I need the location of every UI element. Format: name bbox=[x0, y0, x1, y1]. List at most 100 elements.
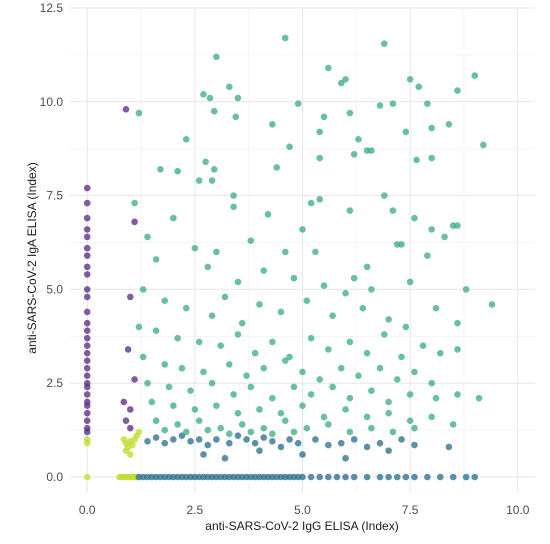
data-point bbox=[290, 383, 298, 391]
data-point bbox=[131, 218, 138, 226]
data-point bbox=[230, 192, 237, 199]
data-point bbox=[480, 141, 487, 149]
data-point bbox=[342, 75, 349, 83]
data-point bbox=[281, 248, 289, 256]
data-point bbox=[411, 424, 418, 432]
data-point bbox=[232, 113, 240, 121]
data-point bbox=[346, 109, 354, 117]
y-tick-label: 12.5 bbox=[40, 1, 64, 15]
data-point bbox=[441, 233, 448, 241]
data-point bbox=[424, 100, 431, 107]
data-point bbox=[83, 286, 91, 293]
data-point bbox=[161, 426, 169, 434]
data-points bbox=[83, 34, 496, 481]
data-point bbox=[234, 278, 242, 286]
data-point bbox=[264, 211, 272, 218]
data-point bbox=[337, 439, 345, 447]
data-point bbox=[124, 346, 132, 353]
y-axis-title: anti-SARS-CoV-2 IgA ELISA (Index) bbox=[25, 162, 39, 353]
data-point bbox=[281, 417, 289, 425]
data-point bbox=[238, 319, 246, 327]
data-point bbox=[385, 473, 392, 481]
y-tick-label: 7.5 bbox=[46, 189, 63, 203]
data-point bbox=[376, 439, 384, 447]
y-tick-label: 5.0 bbox=[46, 282, 63, 296]
data-point bbox=[471, 473, 479, 481]
data-point bbox=[413, 156, 420, 164]
data-point bbox=[247, 237, 255, 244]
data-point bbox=[126, 406, 134, 413]
data-point bbox=[419, 342, 427, 349]
data-point bbox=[346, 428, 354, 436]
data-point bbox=[307, 473, 315, 481]
data-point bbox=[260, 267, 268, 274]
data-point bbox=[428, 124, 435, 132]
data-point bbox=[286, 143, 293, 151]
data-point bbox=[424, 252, 431, 259]
data-point bbox=[204, 263, 212, 271]
data-point bbox=[436, 349, 444, 357]
data-point bbox=[213, 53, 220, 61]
data-point bbox=[286, 353, 293, 361]
data-point bbox=[325, 441, 332, 449]
data-point bbox=[234, 94, 242, 102]
data-point bbox=[385, 398, 392, 406]
data-point bbox=[445, 443, 453, 451]
data-point bbox=[144, 379, 151, 387]
data-point bbox=[488, 301, 496, 308]
data-point bbox=[83, 417, 91, 425]
data-point bbox=[402, 323, 410, 331]
data-point bbox=[83, 357, 91, 364]
data-point bbox=[191, 406, 199, 413]
data-point bbox=[389, 428, 397, 436]
data-point bbox=[83, 473, 91, 481]
data-point bbox=[320, 113, 328, 121]
data-point bbox=[411, 473, 418, 481]
data-point bbox=[290, 274, 298, 282]
data-point bbox=[126, 293, 134, 301]
data-point bbox=[206, 94, 214, 102]
data-point bbox=[312, 248, 319, 256]
data-point bbox=[165, 383, 173, 391]
data-point bbox=[411, 214, 418, 222]
data-point bbox=[307, 199, 315, 207]
data-point bbox=[208, 177, 216, 184]
data-point bbox=[385, 316, 392, 323]
data-point bbox=[182, 136, 190, 143]
data-point bbox=[316, 196, 324, 203]
data-point bbox=[83, 226, 91, 233]
data-point bbox=[363, 349, 371, 357]
data-point bbox=[230, 391, 237, 398]
data-point bbox=[213, 248, 220, 256]
data-point bbox=[260, 424, 268, 432]
data-point bbox=[389, 207, 397, 214]
data-point bbox=[83, 364, 91, 372]
data-point bbox=[83, 308, 91, 316]
data-point bbox=[226, 430, 233, 438]
data-point bbox=[312, 436, 319, 443]
data-point bbox=[217, 342, 224, 349]
data-point bbox=[226, 439, 233, 447]
data-point bbox=[83, 391, 91, 398]
data-point bbox=[178, 432, 186, 440]
data-point bbox=[363, 263, 371, 271]
data-point bbox=[294, 100, 302, 107]
data-point bbox=[83, 342, 91, 349]
data-point bbox=[83, 214, 91, 222]
data-point bbox=[195, 417, 203, 425]
data-point bbox=[204, 441, 212, 449]
data-point bbox=[277, 409, 285, 417]
data-point bbox=[303, 297, 311, 304]
data-point bbox=[329, 312, 336, 319]
data-point bbox=[424, 473, 431, 481]
data-point bbox=[195, 338, 203, 346]
data-point bbox=[131, 376, 138, 383]
data-point bbox=[126, 424, 134, 432]
data-point bbox=[449, 421, 457, 428]
data-point bbox=[381, 192, 388, 199]
data-point bbox=[385, 447, 392, 455]
data-point bbox=[161, 361, 169, 368]
data-point bbox=[208, 379, 216, 387]
y-axis-ticks: 0.0 2.5 5.0 7.5 10.0 12.5 bbox=[40, 1, 64, 484]
